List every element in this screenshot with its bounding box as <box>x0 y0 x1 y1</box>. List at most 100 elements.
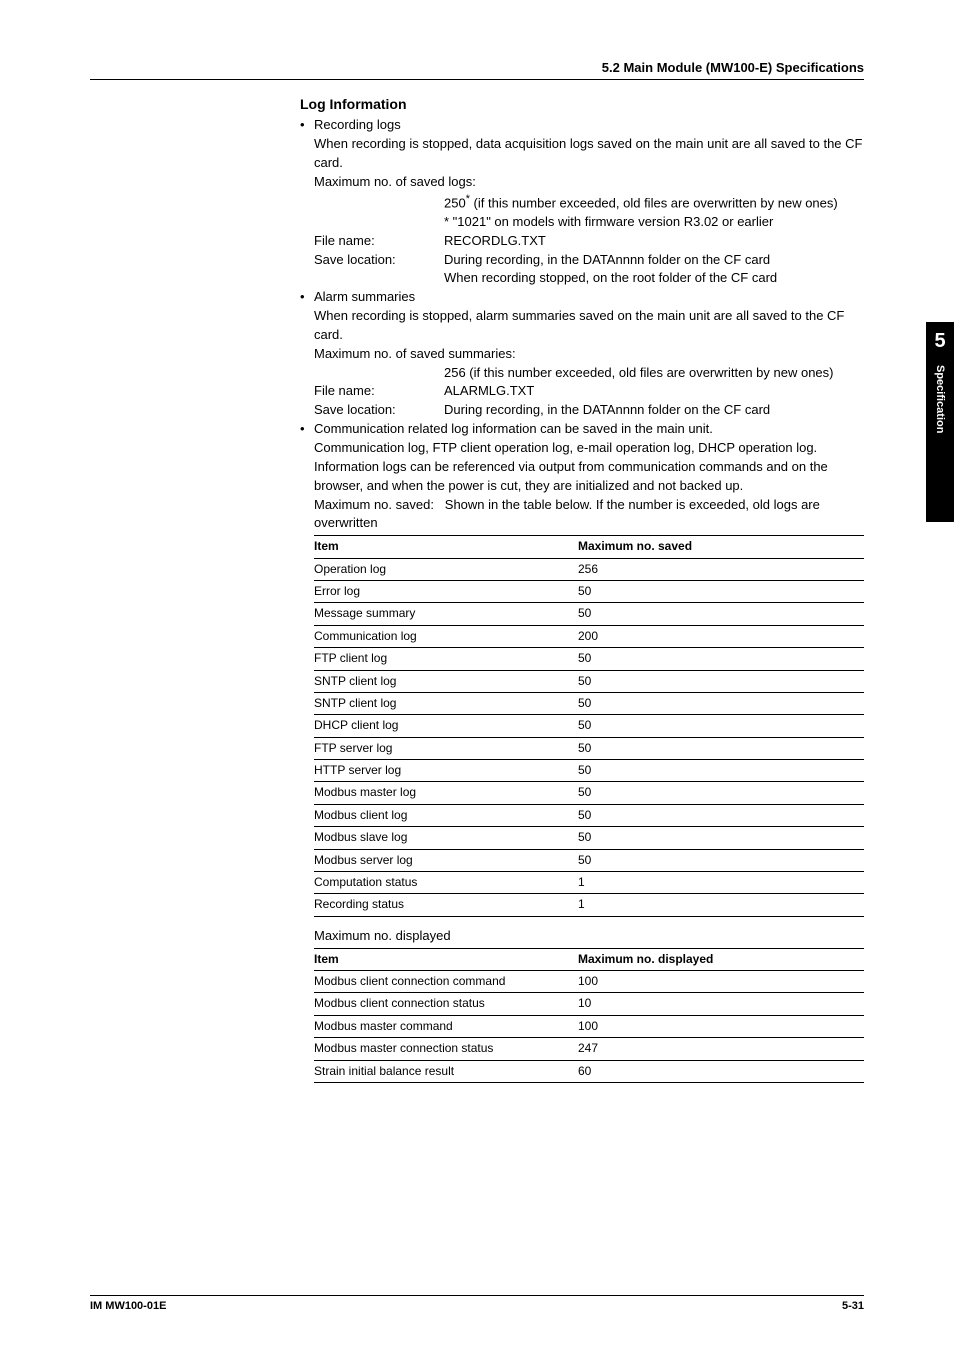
table-row: Error log50 <box>314 580 864 602</box>
table-cell-value: 100 <box>578 1015 864 1037</box>
table-cell-value: 50 <box>578 737 864 759</box>
alarm-title: Alarm summaries <box>314 288 864 307</box>
max-displayed-table: Item Maximum no. displayed Modbus client… <box>314 948 864 1083</box>
table-cell-value: 50 <box>578 849 864 871</box>
table-header-row: Item Maximum no. saved <box>314 536 864 558</box>
table-cell-item: FTP server log <box>314 737 578 759</box>
recording-max-label: Maximum no. of saved logs: <box>314 173 864 192</box>
table-row: Message summary50 <box>314 603 864 625</box>
recording-save-row1: Save location: During recording, in the … <box>314 251 864 270</box>
bullet-dot-icon: • <box>300 420 314 533</box>
table-row: Modbus master log50 <box>314 782 864 804</box>
chapter-number: 5 <box>926 330 954 353</box>
recording-max-suffix: (if this number exceeded, old files are … <box>470 195 838 210</box>
recording-save-row2: When recording stopped, on the root fold… <box>314 269 864 288</box>
table2-heading: Maximum no. displayed <box>314 927 864 946</box>
table2-h1: Item <box>314 948 578 970</box>
table-row: HTTP server log50 <box>314 760 864 782</box>
table-cell-value: 200 <box>578 625 864 647</box>
table-row: Modbus client connection command100 <box>314 971 864 993</box>
table1-h1: Item <box>314 536 578 558</box>
table-header-row: Item Maximum no. displayed <box>314 948 864 970</box>
recording-file-v: RECORDLG.TXT <box>444 232 864 251</box>
spacer <box>314 192 444 213</box>
table-cell-item: SNTP client log <box>314 692 578 714</box>
table-cell-value: 50 <box>578 715 864 737</box>
table1-wrap: Item Maximum no. saved Operation log256E… <box>314 535 864 917</box>
chapter-side-tab: 5 Specification <box>926 322 954 522</box>
table-cell-value: 50 <box>578 760 864 782</box>
recording-max-note: * "1021" on models with firmware version… <box>444 213 864 232</box>
header-section: 5.2 Main Module (MW100-E) Specifications <box>602 60 864 75</box>
table-cell-item: FTP client log <box>314 648 578 670</box>
table-cell-value: 10 <box>578 993 864 1015</box>
recording-file-k: File name: <box>314 232 444 251</box>
spacer <box>314 213 444 232</box>
bullet-comm: • Communication related log information … <box>300 420 864 533</box>
alarm-save-k: Save location: <box>314 401 444 420</box>
table-cell-item: Modbus master command <box>314 1015 578 1037</box>
table-row: Modbus master command100 <box>314 1015 864 1037</box>
alarm-file-k: File name: <box>314 382 444 401</box>
alarm-max-row: 256 (if this number exceeded, old files … <box>314 364 864 383</box>
table-cell-value: 1 <box>578 872 864 894</box>
table-cell-value: 50 <box>578 603 864 625</box>
table-cell-item: Communication log <box>314 625 578 647</box>
log-info-heading: Log Information <box>300 94 864 114</box>
table-row: Operation log256 <box>314 558 864 580</box>
bullet-body: Alarm summaries When recording is stoppe… <box>314 288 864 420</box>
table-cell-item: Operation log <box>314 558 578 580</box>
bullet-dot-icon: • <box>300 116 314 288</box>
table-cell-item: Modbus client connection command <box>314 971 578 993</box>
table-cell-item: HTTP server log <box>314 760 578 782</box>
recording-save-v2: When recording stopped, on the root fold… <box>444 269 864 288</box>
table-cell-item: Modbus master log <box>314 782 578 804</box>
recording-save-k: Save location: <box>314 251 444 270</box>
table-cell-item: DHCP client log <box>314 715 578 737</box>
page-header: 5.2 Main Module (MW100-E) Specifications <box>90 60 864 80</box>
table-cell-item: Modbus client log <box>314 804 578 826</box>
table-cell-value: 50 <box>578 804 864 826</box>
alarm-file-v: ALARMLG.TXT <box>444 382 864 401</box>
table-cell-item: SNTP client log <box>314 670 578 692</box>
bullet-body: Communication related log information ca… <box>314 420 864 533</box>
table1-h2: Maximum no. saved <box>578 536 864 558</box>
content-body: Log Information • Recording logs When re… <box>300 94 864 1083</box>
page-footer: IM MW100-01E 5-31 <box>90 1295 864 1312</box>
alarm-max-v: 256 (if this number exceeded, old files … <box>444 364 864 383</box>
table-cell-item: Error log <box>314 580 578 602</box>
table-cell-value: 100 <box>578 971 864 993</box>
recording-max-row: 250* (if this number exceeded, old files… <box>314 192 864 213</box>
table-row: Modbus server log50 <box>314 849 864 871</box>
table-cell-item: Modbus server log <box>314 849 578 871</box>
alarm-max-label: Maximum no. of saved summaries: <box>314 345 864 364</box>
table-row: Modbus client log50 <box>314 804 864 826</box>
table-row: SNTP client log50 <box>314 692 864 714</box>
recording-file-row: File name: RECORDLG.TXT <box>314 232 864 251</box>
table-cell-item: Modbus master connection status <box>314 1038 578 1060</box>
table-row: SNTP client log50 <box>314 670 864 692</box>
table-cell-value: 60 <box>578 1060 864 1082</box>
table-cell-value: 50 <box>578 782 864 804</box>
recording-max-value: 250* (if this number exceeded, old files… <box>444 192 864 213</box>
table-cell-value: 247 <box>578 1038 864 1060</box>
table-cell-value: 50 <box>578 580 864 602</box>
table-row: Modbus slave log50 <box>314 827 864 849</box>
comm-max-k: Maximum no. saved: <box>314 497 434 512</box>
table-cell-value: 256 <box>578 558 864 580</box>
table-cell-item: Computation status <box>314 872 578 894</box>
table-cell-item: Strain initial balance result <box>314 1060 578 1082</box>
recording-desc: When recording is stopped, data acquisit… <box>314 135 864 173</box>
footer-left: IM MW100-01E <box>90 1300 166 1312</box>
table-cell-value: 50 <box>578 692 864 714</box>
table-cell-item: Recording status <box>314 894 578 916</box>
table-row: Communication log200 <box>314 625 864 647</box>
chapter-label: Specification <box>934 353 946 433</box>
table-row: Modbus master connection status247 <box>314 1038 864 1060</box>
comm-max-row: Maximum no. saved: Shown in the table be… <box>314 496 864 534</box>
comm-desc: Communication log, FTP client operation … <box>314 439 864 496</box>
comm-title: Communication related log information ca… <box>314 420 864 439</box>
max-saved-table: Item Maximum no. saved Operation log256E… <box>314 535 864 917</box>
table-cell-item: Message summary <box>314 603 578 625</box>
recording-max-num: 250 <box>444 195 466 210</box>
